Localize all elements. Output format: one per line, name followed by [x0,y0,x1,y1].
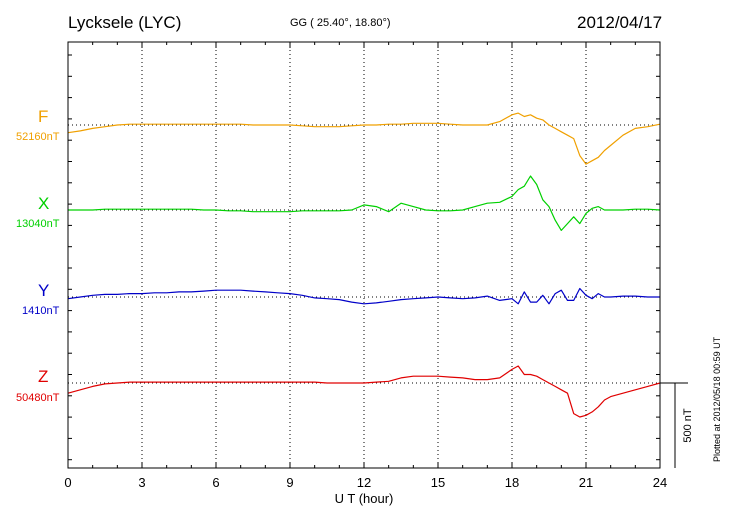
baseline-label-f: 52160nT [16,131,60,143]
x-tick-label-9: 9 [286,475,293,490]
series-line-f [67,112,661,165]
x-tick-label-6: 6 [212,475,219,490]
x-tick-label-15: 15 [431,475,445,490]
scale-bar: 500 nT [660,382,694,468]
baseline-label-z: 50480nT [16,392,60,404]
plot-frame [67,41,661,469]
plotted-timestamp: Plotted at 2012/05/18 00:59 UT [712,336,722,462]
x-tick-label-3: 3 [138,475,145,490]
baseline-label-x: 13040nT [16,218,60,230]
baseline-label-y: 1410nT [22,305,60,317]
x-tick-label-18: 18 [505,475,519,490]
geographic-coordinates: GG ( 25.40°, 18.80°) [290,17,391,29]
series-label-x: X [38,194,50,213]
x-axis-label: U T (hour) [335,491,394,506]
series-label-f: F [38,107,49,126]
data-traces [67,112,661,418]
x-tick-labels: 0 3 6 9 12 15 18 21 24 [64,475,667,490]
x-tick-label-0: 0 [64,475,71,490]
series-line-y [67,287,660,305]
x-tick-label-24: 24 [653,475,667,490]
scale-bar-label: 500 nT [682,408,694,443]
date-label: 2012/04/17 [577,13,663,32]
station-title: Lycksele (LYC) [68,13,182,32]
series-line-z [67,365,661,418]
series-line-x [68,175,661,231]
series-label-y: Y [38,281,50,300]
x-tick-label-21: 21 [579,475,593,490]
series-label-z: Z [38,367,49,386]
x-tick-label-12: 12 [357,475,371,490]
